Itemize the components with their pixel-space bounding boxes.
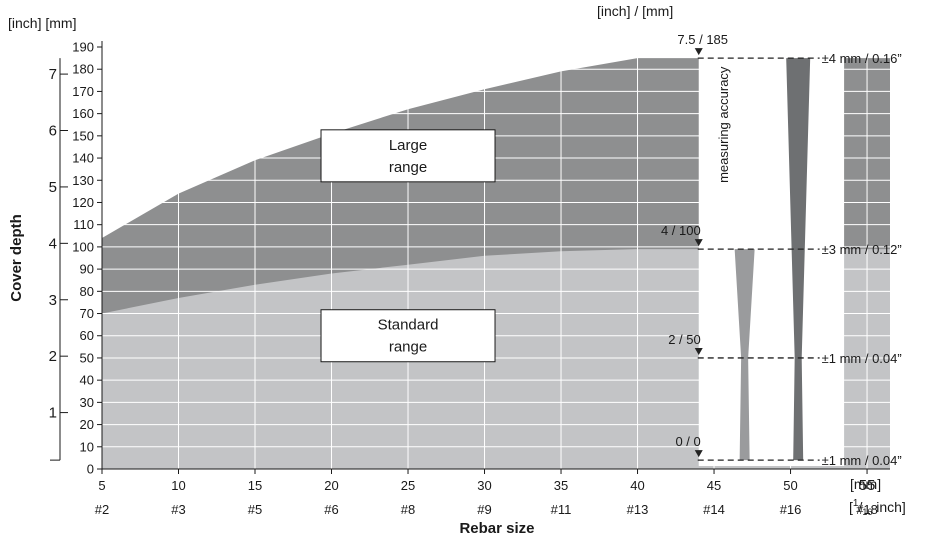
x-tick-label-mm: 30 bbox=[477, 478, 491, 493]
y-tick-label-mm: 50 bbox=[80, 350, 94, 365]
y-tick-label-mm: 40 bbox=[80, 373, 94, 388]
marker-accuracy-label: ±1 mm / 0.04” bbox=[822, 351, 902, 366]
x-tick-label-mm: 5 bbox=[98, 478, 105, 493]
marker-depth-label: 0 / 0 bbox=[675, 434, 700, 449]
y-tick-label-mm: 70 bbox=[80, 306, 94, 321]
accuracy-wedge-large bbox=[786, 58, 811, 461]
chart-labels: Large range Standard range [inch] [mm] [inch]… bbox=[8, 3, 906, 537]
x-tick-label-rebar: #3 bbox=[171, 502, 185, 517]
x-unit-mm: [mm] bbox=[850, 476, 881, 492]
y-tick-label-inch: 3 bbox=[49, 292, 57, 309]
y-tick-label-mm: 160 bbox=[72, 106, 94, 121]
range-label-large-line2: range bbox=[389, 159, 427, 176]
marker-arrow bbox=[694, 239, 703, 247]
x-tick-label-rebar: #11 bbox=[551, 502, 572, 517]
accuracy-panel: measuring accuracy 7.5 / 185 ±4 mm / 0.16”… bbox=[661, 32, 902, 468]
chart-areas bbox=[102, 58, 890, 469]
marker-arrow bbox=[694, 450, 703, 458]
range-label-standard-line1: Standard bbox=[378, 317, 439, 334]
y-tick-label-mm: 140 bbox=[72, 151, 94, 166]
x-tick-label-rebar: #2 bbox=[95, 502, 109, 517]
x-tick-label-rebar: #9 bbox=[477, 502, 491, 517]
y-axis-title: Cover depth bbox=[8, 214, 25, 302]
x-unit-inch: [1/16 inch] bbox=[849, 498, 906, 517]
accuracy-title: measuring accuracy bbox=[716, 66, 731, 183]
y-tick-label-mm: 190 bbox=[72, 40, 94, 55]
marker-arrow bbox=[694, 48, 703, 56]
x-tick-label-mm: 45 bbox=[707, 478, 721, 493]
y-tick-label-mm: 10 bbox=[80, 439, 94, 454]
y-tick-label-mm: 150 bbox=[72, 128, 94, 143]
x-tick-label-mm: 40 bbox=[630, 478, 644, 493]
y-tick-label-mm: 20 bbox=[80, 417, 94, 432]
y-tick-label-mm: 80 bbox=[80, 284, 94, 299]
marker-arrow bbox=[694, 347, 703, 355]
x-tick-label-mm: 10 bbox=[171, 478, 185, 493]
accuracy-panel-background bbox=[698, 57, 845, 467]
y-tick-label-inch: 2 bbox=[49, 348, 57, 365]
x-axis-title: Rebar size bbox=[459, 520, 534, 537]
y-tick-label-inch: 1 bbox=[49, 405, 57, 422]
marker-accuracy-label: ±3 mm / 0.12” bbox=[822, 242, 902, 257]
x-tick-label-rebar: #14 bbox=[703, 502, 725, 517]
y-tick-label-mm: 110 bbox=[73, 217, 94, 232]
y-tick-label-inch: 6 bbox=[49, 123, 57, 140]
x-tick-label-rebar: #5 bbox=[248, 502, 262, 517]
x-tick-label-rebar: #16 bbox=[780, 502, 802, 517]
area-series-standard bbox=[102, 249, 890, 469]
chart-axes: 0102030405060708090100110120130140150160… bbox=[49, 40, 890, 517]
x-tick-label-rebar: #18 bbox=[856, 502, 878, 517]
y-tick-label-mm: 0 bbox=[87, 462, 94, 477]
y-tick-label-mm: 170 bbox=[72, 84, 94, 99]
x-tick-label-mm: 15 bbox=[248, 478, 262, 493]
range-label-box-large bbox=[320, 129, 496, 183]
accuracy-wedge-standard bbox=[734, 249, 755, 461]
y-tick-label-mm: 120 bbox=[72, 195, 94, 210]
y-tick-label-inch: 7 bbox=[49, 66, 57, 83]
marker-accuracy-label: ±1 mm / 0.04” bbox=[822, 453, 902, 468]
x-tick-label-mm: 35 bbox=[554, 478, 568, 493]
marker-depth-label: 2 / 50 bbox=[668, 332, 701, 347]
range-label-large-line1: Large bbox=[389, 137, 427, 154]
top-unit-label: [inch] / [mm] bbox=[597, 3, 673, 19]
y-tick-label-mm: 100 bbox=[72, 239, 94, 254]
range-label-standard-line2: range bbox=[389, 339, 427, 356]
y-tick-label-inch: 4 bbox=[49, 235, 57, 252]
x-tick-label-rebar: #8 bbox=[401, 502, 415, 517]
range-label-box-standard bbox=[320, 309, 496, 363]
marker-depth-label: 4 / 100 bbox=[661, 223, 701, 238]
x-tick-label-mm: 20 bbox=[324, 478, 338, 493]
marker-accuracy-label: ±4 mm / 0.16” bbox=[822, 51, 902, 66]
y-tick-label-inch: 5 bbox=[49, 179, 57, 196]
x-tick-label-rebar: #6 bbox=[324, 502, 338, 517]
y-tick-label-mm: 60 bbox=[80, 328, 94, 343]
x-tick-label-rebar: #13 bbox=[627, 502, 649, 517]
x-tick-label-mm: 25 bbox=[401, 478, 415, 493]
y-tick-label-mm: 130 bbox=[72, 173, 94, 188]
y-unit-label: [inch] [mm] bbox=[8, 15, 76, 31]
x-tick-label-mm: 55 bbox=[859, 477, 876, 494]
y-tick-label-mm: 180 bbox=[72, 62, 94, 77]
y-tick-label-mm: 90 bbox=[80, 262, 94, 277]
x-tick-label-mm: 50 bbox=[783, 478, 797, 493]
y-tick-label-mm: 30 bbox=[80, 395, 94, 410]
marker-depth-label: 7.5 / 185 bbox=[677, 32, 728, 47]
